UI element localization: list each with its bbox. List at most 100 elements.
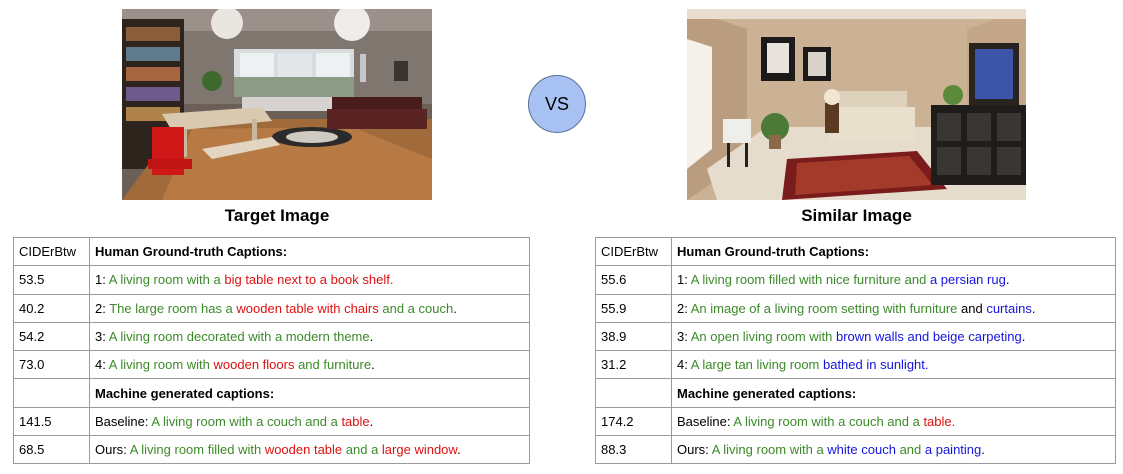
table-row: 38.9 3: An open living room with brown wa… (595, 321, 1116, 352)
caption-cell: Baseline: A living room with a couch and… (671, 406, 1116, 437)
table-row: 53.5 1: A living room with a big table ne… (13, 265, 530, 295)
caption-segment: Ours: (95, 442, 130, 458)
caption-segment: bathed in sunlight. (822, 357, 929, 373)
score-cell: 31.2 (595, 350, 672, 380)
caption-cell: 1: A living room filled with nice furnit… (671, 265, 1116, 295)
score-cell: 73.0 (13, 350, 90, 380)
caption-cell: Ours: A living room with a white couch a… (671, 435, 1116, 465)
caption-segment: A living room with a couch and a (151, 413, 342, 429)
caption-segment: and furniture (294, 357, 372, 373)
machine-captions-header: Machine generated captions: (89, 378, 530, 408)
caption-segment: . (1021, 329, 1026, 345)
caption-segment: a persian rug (929, 272, 1006, 288)
caption-segment: A living room with a (711, 442, 828, 458)
table-row: 31.2 4: A large tan living room bathed in… (595, 350, 1116, 380)
caption-segment: and (957, 300, 987, 316)
col-header-cell: CIDErBtw (595, 236, 672, 267)
caption-segment: . (1005, 272, 1010, 288)
table-row: 68.5 Ours: A living room filled with wood… (13, 435, 530, 465)
human-captions-header: Human Ground-truth Captions: (671, 236, 1116, 267)
caption-segment: big table next to a book shelf. (224, 272, 394, 288)
caption-cell: 4: A large tan living room bathed in sun… (671, 350, 1116, 380)
target-captions-table: CIDErBtw Human Ground-truth Captions: 53… (13, 236, 530, 465)
caption-segment: wooden table (264, 442, 343, 458)
caption-segment: An image of a living room setting with f… (690, 300, 958, 316)
caption-segment: . (371, 357, 375, 373)
table-header-row: CIDErBtw Human Ground-truth Captions: (595, 236, 1116, 267)
caption-cell: Ours: A living room filled with wooden t… (89, 435, 530, 465)
caption-segment: white couch (827, 442, 896, 458)
caption-segment: wooden table with chairs (236, 300, 379, 316)
caption-segment: . (457, 442, 461, 458)
table-header-row: CIDErBtw Human Ground-truth Captions: (13, 236, 530, 267)
caption-segment: and (895, 442, 925, 458)
caption-segment: A living room filled with (129, 442, 265, 458)
caption-segment: . (369, 413, 374, 429)
vs-badge: VS (528, 75, 586, 133)
caption-segment: large window (381, 442, 458, 458)
table-row: 54.2 3: A living room decorated with a mo… (13, 321, 530, 352)
target-image (122, 9, 432, 200)
score-cell: 141.5 (13, 406, 90, 437)
caption-segment: Baseline: (677, 413, 734, 429)
machine-header-row: Machine generated captions: (13, 378, 530, 408)
caption-cell: 3: An open living room with brown walls … (671, 321, 1116, 352)
table-row: 55.6 1: A living room filled with nice fu… (595, 265, 1116, 295)
caption-cell: 4: A living room with wooden floors and … (89, 350, 530, 380)
caption-segment: and a couch (378, 300, 454, 316)
caption-segment: 2: (95, 300, 110, 316)
caption-segment: and a (342, 442, 382, 458)
caption-segment: 4: (95, 357, 109, 373)
score-cell: 53.5 (13, 265, 90, 295)
table-row: 141.5 Baseline: A living room with a couc… (13, 406, 530, 437)
table-row: 174.2 Baseline: A living room with a couc… (595, 406, 1116, 437)
caption-segment: . (981, 442, 985, 458)
caption-segment: wooden floors (213, 357, 295, 373)
caption-segment: A living room decorated with a modern th… (108, 329, 370, 345)
caption-segment: 2: (677, 300, 691, 316)
score-cell: 55.6 (595, 265, 672, 295)
machine-header-row: Machine generated captions: (595, 378, 1116, 408)
caption-segment: A living room with a couch and a (733, 413, 924, 429)
similar-image (687, 9, 1026, 200)
caption-cell: 1: A living room with a big table next t… (89, 265, 530, 295)
table-row: 73.0 4: A living room with wooden floors … (13, 350, 530, 380)
caption-cell: 2: The large room has a wooden table wit… (89, 293, 530, 323)
caption-cell: 2: An image of a living room setting wit… (671, 293, 1116, 323)
caption-segment: An open living room with (690, 329, 836, 345)
machine-captions-header: Machine generated captions: (671, 378, 1116, 408)
caption-segment: 4: (677, 357, 691, 373)
empty-cell (13, 378, 90, 408)
caption-segment: table (341, 413, 370, 429)
living-room-photo-icon (687, 9, 1026, 200)
col-header-cell: CIDErBtw (13, 236, 90, 267)
table-row: 40.2 2: The large room has a wooden table… (13, 293, 530, 323)
empty-cell (595, 378, 672, 408)
caption-segment: A large tan living room (690, 357, 823, 373)
caption-cell: Baseline: A living room with a couch and… (89, 406, 530, 437)
caption-segment: A living room with (108, 357, 214, 373)
score-cell: 40.2 (13, 293, 90, 323)
table-row: 88.3 Ours: A living room with a white cou… (595, 435, 1116, 465)
caption-segment: . (1031, 300, 1036, 316)
caption-segment: Baseline: (95, 413, 152, 429)
caption-segment: 3: (677, 329, 691, 345)
score-cell: 174.2 (595, 406, 672, 437)
score-cell: 54.2 (13, 321, 90, 352)
caption-segment: A living room with a (108, 272, 225, 288)
similar-image-title: Similar Image (801, 206, 912, 225)
target-image-title: Target Image (224, 206, 330, 225)
human-captions-header: Human Ground-truth Captions: (89, 236, 530, 267)
table-row: 55.9 2: An image of a living room setting… (595, 293, 1116, 323)
score-cell: 68.5 (13, 435, 90, 465)
caption-segment: The large room has a (109, 300, 237, 316)
living-room-photo-icon (122, 9, 432, 200)
caption-segment: 1: (95, 272, 109, 288)
caption-segment: curtains (986, 300, 1032, 316)
caption-segment: table. (923, 413, 956, 429)
caption-segment: a painting (924, 442, 982, 458)
caption-segment: Ours: (677, 442, 712, 458)
score-cell: 38.9 (595, 321, 672, 352)
score-cell: 55.9 (595, 293, 672, 323)
caption-segment: 3: (95, 329, 109, 345)
